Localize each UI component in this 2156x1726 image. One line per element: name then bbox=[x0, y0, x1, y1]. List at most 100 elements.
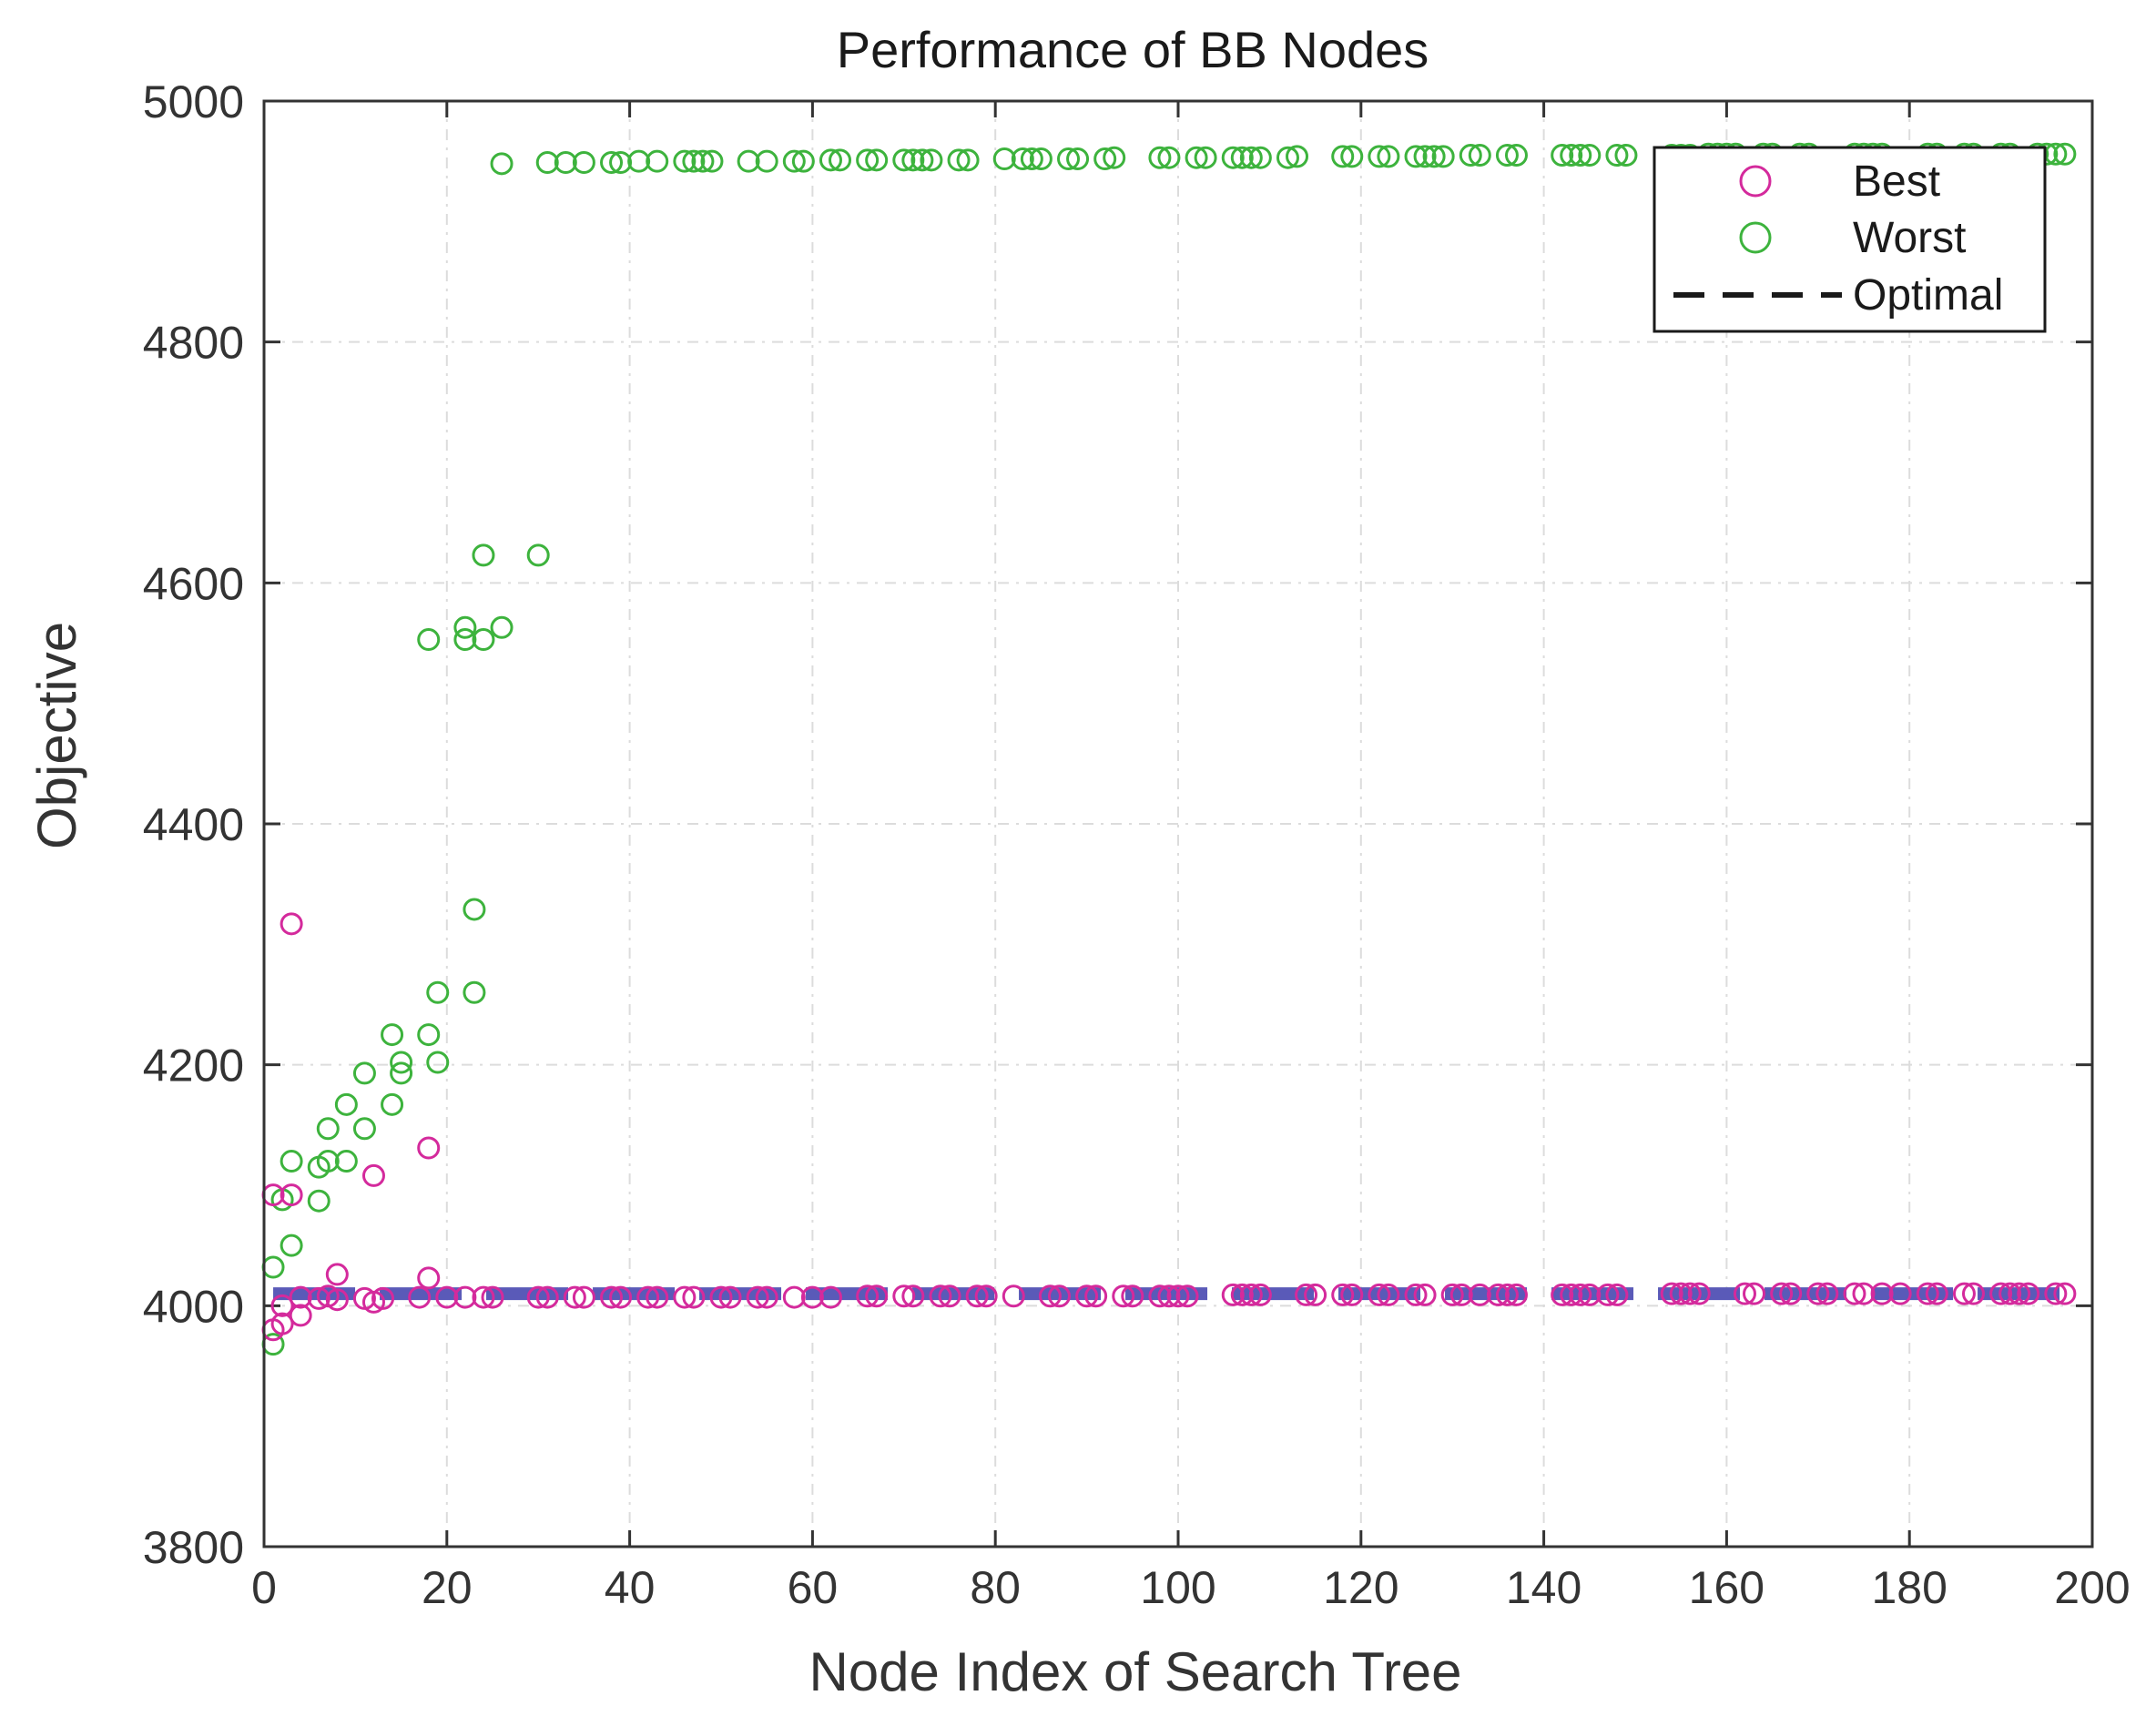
best-point bbox=[1440, 1283, 1464, 1306]
best-point bbox=[325, 1263, 349, 1286]
worst-point bbox=[352, 1061, 376, 1085]
best-point bbox=[280, 1183, 303, 1207]
worst-point bbox=[1157, 146, 1181, 169]
best-point bbox=[1806, 1282, 1830, 1305]
worst-point bbox=[865, 148, 889, 172]
best-point bbox=[371, 1286, 395, 1310]
y-tick-label: 4400 bbox=[143, 799, 244, 850]
best-point bbox=[1239, 1283, 1263, 1306]
worst-point bbox=[426, 980, 450, 1004]
worst-point bbox=[490, 152, 514, 176]
y-tick-label: 5000 bbox=[143, 76, 244, 127]
worst-point bbox=[646, 149, 669, 173]
worst-point bbox=[819, 148, 842, 172]
best-point bbox=[1121, 1284, 1144, 1308]
x-tick-label: 200 bbox=[2054, 1562, 2130, 1613]
best-point bbox=[1304, 1283, 1327, 1306]
worst-point bbox=[829, 148, 852, 172]
worst-point bbox=[472, 628, 495, 652]
worst-point bbox=[390, 1051, 413, 1074]
worst-point bbox=[892, 148, 916, 172]
x-tick-label: 80 bbox=[970, 1562, 1021, 1613]
best-point bbox=[1495, 1283, 1519, 1306]
x-tick-label: 120 bbox=[1323, 1562, 1398, 1613]
best-point bbox=[636, 1285, 660, 1309]
best-point bbox=[1157, 1284, 1181, 1308]
best-point bbox=[417, 1136, 441, 1160]
worst-point bbox=[316, 1117, 340, 1141]
best-point bbox=[965, 1284, 989, 1308]
best-point bbox=[1815, 1282, 1839, 1305]
y-axis-label: Objective bbox=[26, 622, 87, 849]
x-tick-label: 0 bbox=[251, 1562, 277, 1613]
best-point bbox=[1449, 1283, 1473, 1306]
best-point bbox=[361, 1163, 385, 1187]
best-point bbox=[1852, 1282, 1876, 1305]
best-point bbox=[800, 1285, 824, 1309]
best-point bbox=[1075, 1284, 1099, 1308]
best-point bbox=[1002, 1284, 1025, 1308]
worst-point bbox=[334, 1150, 358, 1173]
worst-point bbox=[1422, 145, 1446, 168]
worst-point bbox=[316, 1150, 340, 1173]
best-point bbox=[1961, 1282, 1985, 1305]
worst-point bbox=[609, 150, 633, 174]
worst-point bbox=[1605, 144, 1629, 168]
worst-point bbox=[947, 148, 971, 172]
worst-point bbox=[1276, 146, 1299, 169]
best-point bbox=[270, 1312, 294, 1335]
worst-point bbox=[1569, 144, 1592, 168]
best-point bbox=[819, 1285, 842, 1309]
best-point bbox=[1925, 1282, 1948, 1305]
worst-point bbox=[526, 543, 550, 567]
worst-point bbox=[334, 1092, 358, 1116]
best-point bbox=[1038, 1284, 1062, 1308]
plot-area bbox=[261, 142, 2077, 1356]
worst-point bbox=[352, 1117, 376, 1141]
worst-point bbox=[682, 149, 706, 173]
worst-point bbox=[472, 543, 495, 567]
x-tick-label: 180 bbox=[1871, 1562, 1947, 1613]
worst-point bbox=[453, 628, 477, 652]
best-point bbox=[1468, 1283, 1491, 1306]
x-axis-label: Node Index of Search Tree bbox=[808, 1641, 1461, 1702]
legend-box bbox=[1653, 146, 2047, 333]
worst-point bbox=[1093, 147, 1117, 171]
best-point bbox=[1843, 1282, 1866, 1305]
worst-point bbox=[673, 149, 697, 173]
best-point bbox=[1733, 1282, 1756, 1305]
y-tick-label: 4600 bbox=[143, 558, 244, 609]
worst-point bbox=[1248, 146, 1272, 169]
best-point bbox=[1295, 1283, 1318, 1306]
worst-point bbox=[1404, 145, 1428, 168]
best-point bbox=[782, 1285, 806, 1309]
worst-point bbox=[1614, 144, 1638, 168]
worst-point bbox=[1459, 144, 1482, 168]
best-point bbox=[1230, 1283, 1254, 1306]
x-tick-label: 100 bbox=[1140, 1562, 1215, 1613]
worst-point bbox=[1185, 146, 1208, 169]
worst-point bbox=[390, 1061, 413, 1085]
worst-point bbox=[1194, 146, 1217, 169]
worst-point bbox=[1066, 147, 1090, 171]
axis-ticks: 0 20 40 60 80 100 120 140 160 180 200 3800 4000 4200 4… bbox=[143, 76, 2131, 1613]
best-point bbox=[481, 1285, 504, 1309]
legend-worst-marker bbox=[1739, 221, 1772, 254]
chart-title: Performance of BB Nodes bbox=[837, 21, 1429, 78]
best-point bbox=[289, 1285, 312, 1309]
best-point bbox=[1605, 1283, 1629, 1306]
best-point bbox=[1888, 1282, 1912, 1305]
best-point bbox=[1578, 1283, 1602, 1306]
best-point bbox=[1221, 1283, 1245, 1306]
best-point bbox=[1870, 1282, 1894, 1305]
best-point bbox=[1112, 1284, 1135, 1308]
worst-point bbox=[737, 149, 760, 173]
best-point bbox=[1166, 1284, 1190, 1308]
best-point bbox=[1779, 1282, 1803, 1305]
best-point bbox=[1084, 1284, 1108, 1308]
worst-point bbox=[956, 148, 980, 172]
best-point bbox=[325, 1288, 349, 1312]
best-point bbox=[1047, 1284, 1071, 1308]
best-point bbox=[526, 1285, 550, 1309]
best-point bbox=[901, 1284, 925, 1308]
